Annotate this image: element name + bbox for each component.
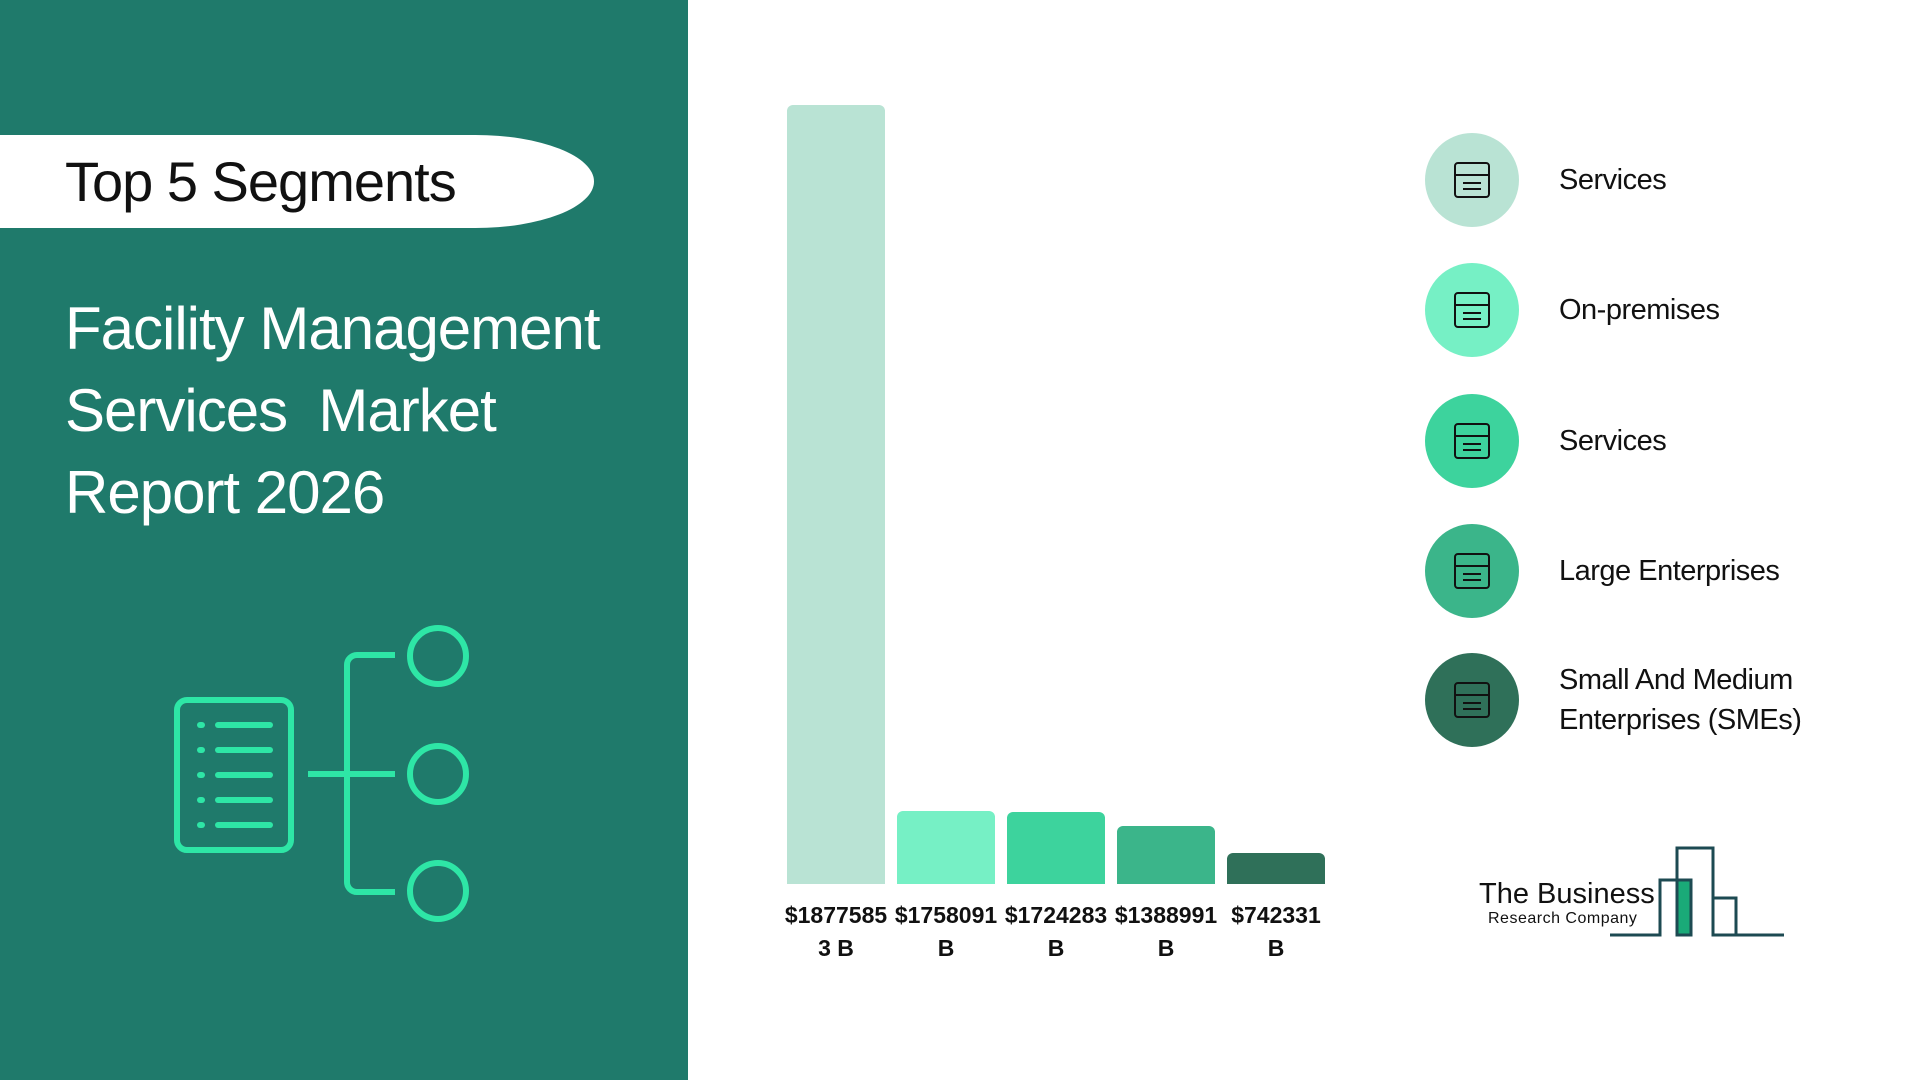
report-title: Facility Management Services Market Repo… bbox=[65, 295, 616, 526]
legend-label: Services bbox=[1559, 425, 1667, 457]
value-label: $1724283 B bbox=[1004, 902, 1108, 961]
value-label: $1388991 B bbox=[1114, 902, 1218, 961]
legend-label: Services bbox=[1559, 164, 1667, 196]
logo-tagline: Research Company bbox=[1488, 910, 1638, 927]
legend-marker bbox=[1425, 524, 1519, 618]
value-label: $18775853 B bbox=[784, 902, 888, 961]
legend-marker bbox=[1425, 133, 1519, 227]
legend-marker bbox=[1425, 653, 1519, 747]
value-label: $742331 B bbox=[1231, 902, 1321, 961]
logo-name: The Business bbox=[1479, 878, 1655, 910]
legend-label: On-premises bbox=[1559, 294, 1720, 326]
legend-marker bbox=[1425, 394, 1519, 488]
bar bbox=[787, 105, 885, 884]
legend-label: Large Enterprises bbox=[1559, 555, 1780, 587]
logo-mark bbox=[1610, 846, 1784, 937]
bar bbox=[897, 811, 995, 884]
bar bbox=[1227, 853, 1325, 884]
value-label: $1758091 B bbox=[894, 902, 998, 961]
legend-icon bbox=[1454, 292, 1490, 328]
legend-marker bbox=[1425, 263, 1519, 357]
legend-icon bbox=[1454, 553, 1490, 589]
tag: Top 5 Segments bbox=[65, 150, 457, 213]
segments-icon bbox=[174, 625, 469, 922]
legend-icon bbox=[1454, 682, 1490, 718]
bar bbox=[1007, 812, 1105, 884]
legend-icon bbox=[1454, 162, 1490, 198]
legend-label: Small And Medium Enterprises (SMEs) bbox=[1559, 664, 1802, 736]
legend-icon bbox=[1454, 423, 1490, 459]
tag-pill bbox=[0, 135, 594, 228]
bar bbox=[1117, 826, 1215, 884]
